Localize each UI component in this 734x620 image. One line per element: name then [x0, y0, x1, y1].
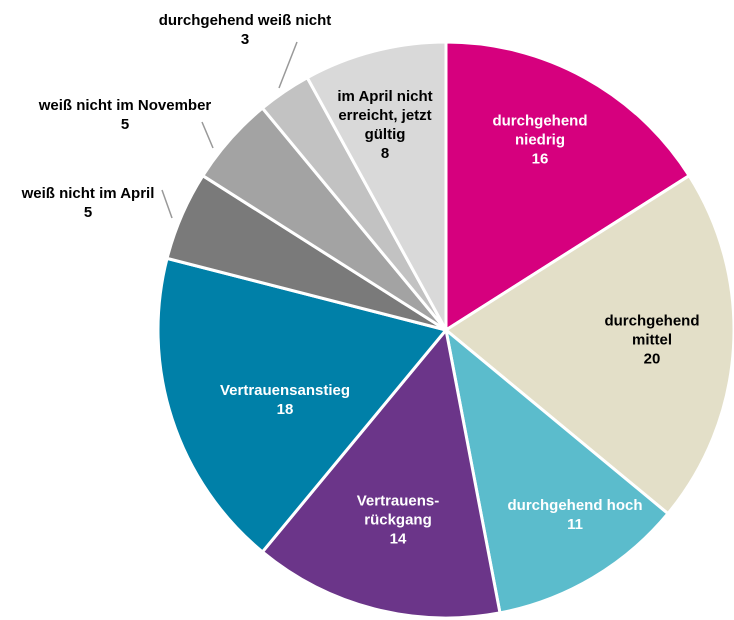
value-label: 18: [276, 401, 294, 418]
slice-label: weiß nicht im April 5: [0, 184, 178, 222]
pie-slice: [305, 40, 448, 332]
pie-slice: [444, 328, 670, 615]
slice-label: Vertrauensanstieg 18: [200, 381, 370, 419]
category-label: durchgehend weiß nicht: [158, 12, 332, 29]
slice-label: im April nicht erreicht, jetzt gültig 8: [323, 87, 448, 163]
category-label: durchgehend niedrig: [492, 112, 588, 149]
value-label: 14: [389, 530, 407, 548]
value-label: 5: [83, 204, 93, 221]
value-label: 16: [531, 150, 549, 168]
pie-slice: [156, 256, 448, 554]
pie-slice: [444, 174, 734, 516]
category-label: Vertrauensanstieg: [219, 382, 351, 399]
value-label: 11: [567, 516, 583, 533]
slice-label: durchgehend weiß nicht 3: [135, 11, 355, 49]
leader-line: [161, 189, 173, 219]
leader-line: [278, 41, 298, 89]
category-label: weiß nicht im November: [38, 97, 212, 114]
value-label: 20: [643, 350, 661, 368]
pie-slice: [444, 40, 691, 332]
slice-label: durchgehend mittel 20: [587, 312, 717, 369]
slice-label: durchgehend hoch 11: [490, 496, 660, 534]
category-label: weiß nicht im April: [21, 185, 155, 202]
slice-label: Vertrauens-rückgang 14: [343, 492, 453, 549]
slice-label: durchgehend niedrig 16: [470, 112, 610, 169]
leader-line: [201, 121, 214, 149]
slice-label: weiß nicht im November 5: [25, 96, 225, 134]
category-label: im April nicht erreicht, jetzt gültig: [337, 88, 433, 143]
category-label: durchgehend hoch: [507, 497, 643, 514]
value-label: 5: [120, 116, 130, 133]
value-label: 3: [240, 31, 250, 48]
value-label: 8: [380, 145, 390, 162]
category-label: durchgehend mittel: [604, 312, 700, 349]
pie-slice: [260, 328, 502, 620]
category-label: Vertrauens-rückgang: [356, 492, 440, 529]
